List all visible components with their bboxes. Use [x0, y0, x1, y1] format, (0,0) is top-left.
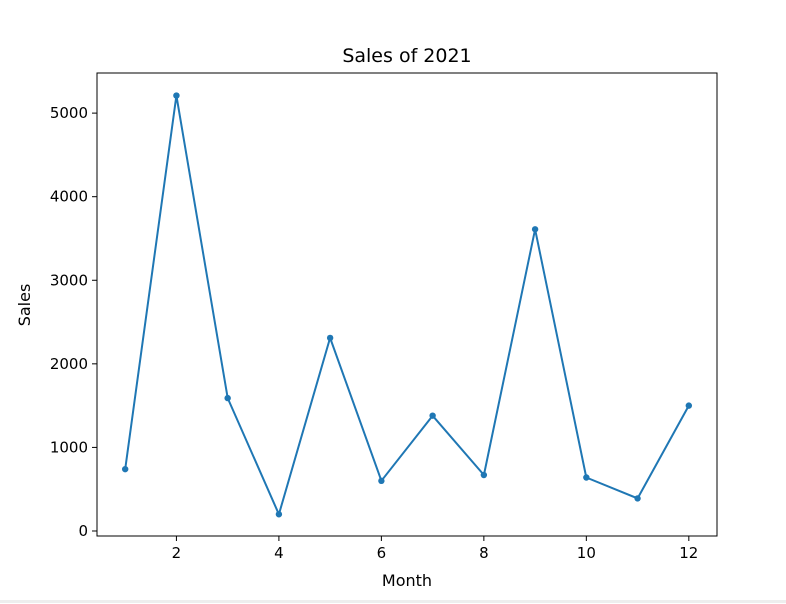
y-axis-label: Sales — [15, 284, 34, 327]
data-point — [121, 465, 129, 473]
data-point — [173, 92, 180, 99]
x-axis: 2 4 6 8 10 12 — [172, 536, 698, 562]
x-tick-label: 12 — [679, 544, 698, 562]
data-point — [378, 477, 385, 485]
data-point — [429, 412, 436, 419]
y-tick-label: 2000 — [50, 355, 88, 373]
x-tick-label: 6 — [377, 544, 387, 562]
data-point — [531, 226, 539, 233]
data-point — [583, 474, 590, 481]
y-tick-label: 0 — [78, 522, 88, 540]
bottom-edge-strip — [0, 600, 786, 603]
y-axis: 0 1000 2000 3000 4000 5000 — [50, 104, 97, 540]
data-point — [634, 495, 641, 502]
data-point — [685, 402, 693, 409]
y-tick-label: 3000 — [50, 271, 88, 289]
x-tick-label: 2 — [172, 544, 182, 562]
series-sales — [121, 92, 693, 518]
data-point — [224, 394, 231, 402]
plot-area — [96, 72, 718, 537]
x-tick-label: 8 — [479, 544, 489, 562]
x-axis-label: Month — [382, 571, 432, 590]
series-line — [124, 94, 690, 516]
x-tick-label: 10 — [577, 544, 596, 562]
y-tick-label: 5000 — [50, 104, 88, 122]
chart-title: Sales of 2021 — [342, 45, 471, 67]
data-point — [480, 471, 488, 479]
data-point — [326, 334, 334, 342]
data-point — [275, 511, 283, 518]
y-tick-label: 1000 — [50, 438, 88, 456]
y-tick-label: 4000 — [50, 188, 88, 206]
x-tick-label: 4 — [274, 544, 284, 562]
